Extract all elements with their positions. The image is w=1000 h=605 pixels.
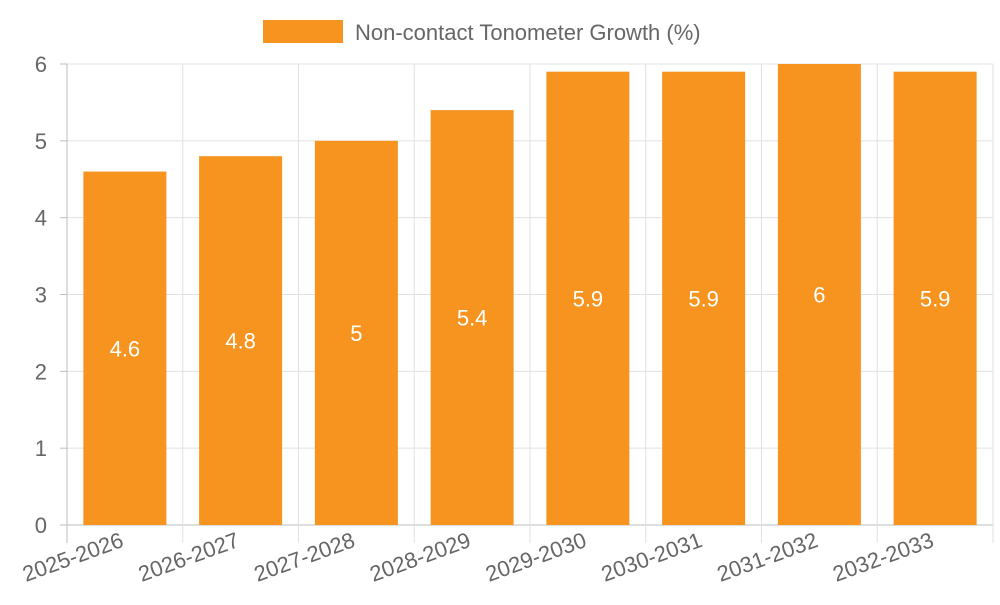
- bar: [199, 156, 283, 525]
- y-tick-label: 2: [35, 359, 47, 384]
- x-tick-label: 2027-2028: [251, 527, 358, 586]
- legend-swatch: [263, 20, 343, 43]
- data-label: 5.9: [688, 286, 719, 311]
- y-tick-label: 3: [35, 283, 47, 308]
- bar: [777, 64, 861, 525]
- y-tick-label: 5: [35, 129, 47, 154]
- x-tick-label: 2028-2029: [366, 527, 473, 586]
- legend-label: Non-contact Tonometer Growth (%): [355, 20, 701, 45]
- bar: [662, 71, 746, 525]
- x-tick-label: 2026-2027: [135, 527, 242, 586]
- bar: [546, 71, 630, 525]
- data-label: 5.9: [920, 286, 951, 311]
- legend[interactable]: Non-contact Tonometer Growth (%): [263, 20, 701, 45]
- x-tick-label: 2029-2030: [482, 527, 589, 586]
- data-label: 4.6: [110, 336, 141, 361]
- data-label: 5.4: [457, 306, 488, 331]
- x-tick-label: 2031-2032: [714, 527, 821, 586]
- bar: [83, 171, 167, 526]
- bar: [314, 140, 398, 526]
- data-label: 6: [813, 283, 825, 308]
- bar: [430, 110, 514, 525]
- y-tick-label: 0: [35, 513, 47, 538]
- data-label: 5.9: [573, 286, 604, 311]
- data-label: 5: [350, 321, 362, 346]
- bars: 4.6 4.8 5 5.4 5.9 5.9 6 5.9: [83, 64, 977, 526]
- x-tick-label: 2032-2033: [829, 527, 936, 586]
- y-tick-label: 4: [35, 206, 47, 231]
- y-tick-label: 6: [35, 52, 47, 77]
- x-tick-label: 2030-2031: [598, 527, 705, 586]
- data-label: 4.8: [225, 329, 256, 354]
- bar: [893, 71, 977, 525]
- y-tick-label: 1: [35, 436, 47, 461]
